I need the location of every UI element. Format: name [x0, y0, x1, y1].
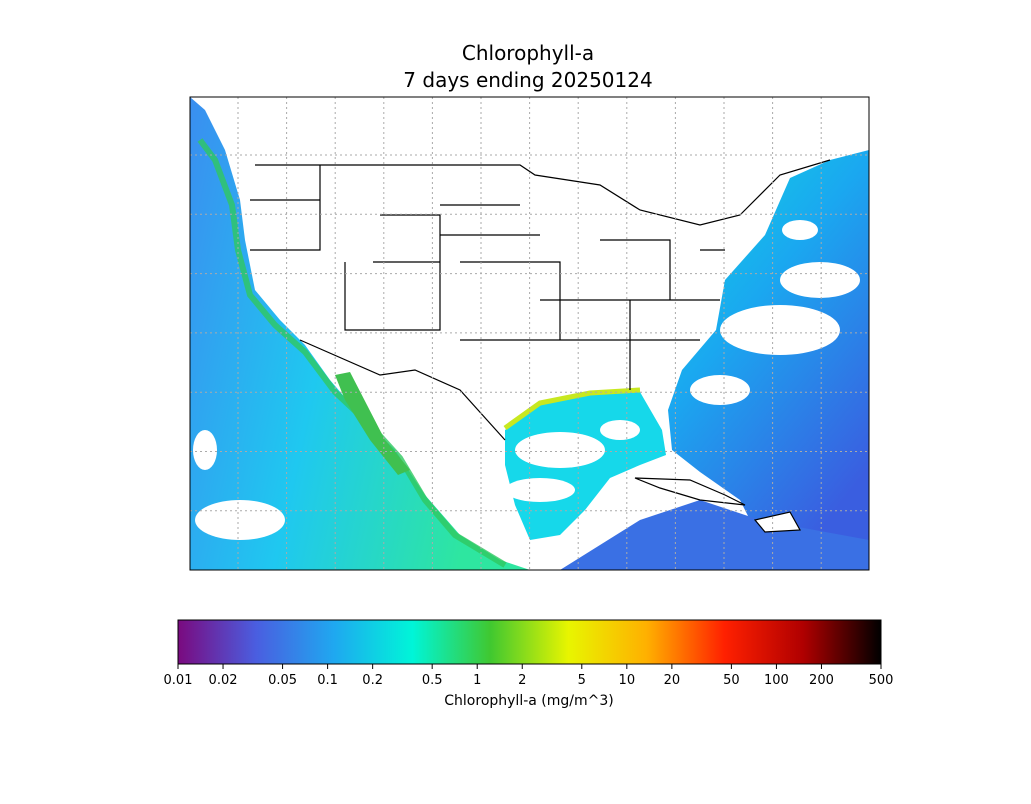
colorbar-tick-label: 0.01 — [164, 673, 193, 688]
colorbar-tick-label: 500 — [869, 673, 894, 688]
cloud-cover — [193, 220, 860, 540]
colorbar-tick-label: 10 — [619, 673, 636, 688]
colorbar-tick-label: 2 — [518, 673, 526, 688]
islands — [634, 477, 801, 533]
colorbar-tick-label: 100 — [764, 673, 789, 688]
colorbar-tick-label: 200 — [809, 673, 834, 688]
caribbean-sea — [560, 500, 869, 570]
colorbar-tick-label: 5 — [578, 673, 586, 688]
map-frame — [189, 96, 870, 571]
map-title: Chlorophyll-a — [462, 41, 594, 65]
map-subtitle: 7 days ending 20250124 — [403, 68, 652, 92]
colorbar-tick-label: 0.05 — [268, 673, 297, 688]
colorbar-tick-label: 1 — [473, 673, 481, 688]
colorbar: 0.01 0.02 0.05 0.1 0.2 0.5 1 2 5 10 20 50 100 200 500 — [164, 619, 894, 688]
map — [189, 96, 870, 571]
map-grid — [190, 97, 869, 570]
atlantic-ocean — [668, 150, 869, 570]
colorbar-tick-label: 0.1 — [317, 673, 338, 688]
colorbar-tick-label: 50 — [723, 673, 740, 688]
coastal-bloom — [197, 138, 507, 568]
colorbar-label: Chlorophyll-a (mg/m^3) — [444, 693, 613, 709]
gulf-of-california — [335, 372, 410, 475]
borders — [250, 159, 831, 441]
colorbar-tick-label: 0.5 — [422, 673, 443, 688]
colorbar-tick-label: 20 — [664, 673, 681, 688]
gulf-coast-bloom — [503, 387, 641, 431]
colorbar-gradient — [177, 619, 882, 665]
colorbar-tick-label: 0.02 — [209, 673, 238, 688]
colorbar-tick-label: 0.2 — [362, 673, 383, 688]
